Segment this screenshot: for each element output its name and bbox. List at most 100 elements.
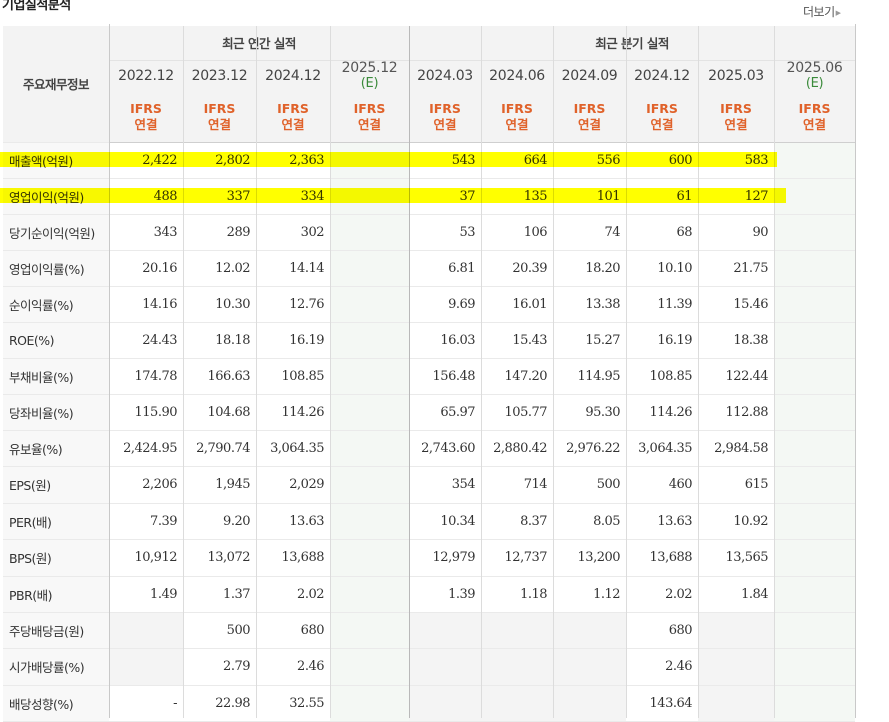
basis-ifrs: IFRS <box>646 100 678 116</box>
value-cell: 16.01 <box>481 286 554 323</box>
value-cell: 174.78 <box>109 357 183 395</box>
value-cell <box>774 465 856 504</box>
period-header: 2024.03 <box>409 60 482 92</box>
value-cell: 13,072 <box>183 539 256 577</box>
period-header: 2024.06 <box>481 60 554 92</box>
column-divider <box>481 26 482 718</box>
value-cell: 156.48 <box>409 357 482 395</box>
row-label: 유보율(%) <box>3 430 109 467</box>
period-header: 2024.12 <box>626 60 699 92</box>
row-label: PBR(배) <box>3 576 109 613</box>
value-cell: 13,565 <box>698 539 775 577</box>
section-title: 기업실적분석 <box>2 0 71 13</box>
value-cell: 16.03 <box>409 322 482 359</box>
value-cell: 500 <box>553 465 627 504</box>
value-cell: 115.90 <box>109 394 183 431</box>
row-label: 당기순이익(억원) <box>3 214 109 251</box>
value-cell: 108.85 <box>626 357 699 395</box>
value-cell: 10,912 <box>109 539 183 577</box>
basis-ifrs: IFRS <box>429 100 461 116</box>
value-cell: 500 <box>183 611 256 649</box>
estimate-period-label: 2025.12 <box>341 60 398 77</box>
basis-consolidated: 연결 <box>134 116 158 132</box>
value-cell: 114.26 <box>256 394 330 431</box>
value-cell <box>698 611 775 649</box>
estimate-mark: (E) <box>360 76 379 92</box>
accounting-basis: IFRS 연결 <box>183 92 256 143</box>
estimate-mark: (E) <box>805 76 824 92</box>
value-cell: 13.38 <box>553 286 627 323</box>
column-divider <box>256 26 257 718</box>
value-cell: 1.18 <box>481 576 554 613</box>
value-cell: 1,945 <box>183 465 256 504</box>
row-label: BPS(원) <box>3 539 109 577</box>
value-cell <box>553 611 627 649</box>
row-label: 배당성향(%) <box>3 685 109 722</box>
value-cell: 10.34 <box>409 503 482 540</box>
value-cell <box>774 214 856 251</box>
basis-ifrs: IFRS <box>501 100 533 116</box>
value-cell <box>774 648 856 686</box>
accounting-basis: IFRS 연결 <box>330 92 410 143</box>
row-label: ROE(%) <box>3 322 109 359</box>
value-cell: 114.26 <box>626 394 699 431</box>
table-row: ROE(%) 24.43 18.18 16.19 16.03 15.43 15.27 16.1… <box>3 322 856 359</box>
more-link[interactable]: 더보기▶ <box>803 3 841 20</box>
period-header: 2025.03 <box>698 60 775 92</box>
row-label: 순이익률(%) <box>3 286 109 323</box>
annual-section-header: 최근 연간 실적 <box>109 26 410 61</box>
row-label: 당좌비율(%) <box>3 394 109 431</box>
value-cell: 1.39 <box>409 576 482 613</box>
value-cell <box>481 611 554 649</box>
value-cell <box>774 394 856 431</box>
value-cell: 13.63 <box>256 503 330 540</box>
period-header-estimate: 2025.06 (E) <box>774 60 856 92</box>
value-cell: 2.46 <box>626 648 699 686</box>
value-cell: 3,064.35 <box>626 430 699 467</box>
value-cell <box>330 286 410 323</box>
value-cell: 143.64 <box>626 685 699 722</box>
basis-consolidated: 연결 <box>358 116 382 132</box>
value-cell: 147.20 <box>481 357 554 395</box>
row-label: 주당배당금(원) <box>3 611 109 649</box>
value-cell: 106 <box>481 214 554 251</box>
value-cell <box>698 685 775 722</box>
value-cell: 343 <box>109 214 183 251</box>
value-cell: 10.10 <box>626 250 699 287</box>
value-cell: 21.75 <box>698 250 775 287</box>
value-cell: 18.18 <box>183 322 256 359</box>
value-cell: 12.76 <box>256 286 330 323</box>
value-cell: 302 <box>256 214 330 251</box>
value-cell: 289 <box>183 214 256 251</box>
triangle-right-icon: ▶ <box>835 9 841 17</box>
period-header-estimate: 2025.12 (E) <box>330 60 410 92</box>
row-label: EPS(원) <box>3 465 109 504</box>
value-cell: 122.44 <box>698 357 775 395</box>
value-cell: 7.39 <box>109 503 183 540</box>
value-cell <box>330 394 410 431</box>
basis-consolidated: 연결 <box>207 116 231 132</box>
table-row: 유보율(%) 2,424.95 2,790.74 3,064.35 2,743.60 2,… <box>3 430 856 467</box>
value-cell: 90 <box>698 214 775 251</box>
value-cell: 16.19 <box>256 322 330 359</box>
value-cell: 1.12 <box>553 576 627 613</box>
value-cell: 680 <box>626 611 699 649</box>
column-divider <box>774 26 775 718</box>
value-cell <box>330 539 410 577</box>
value-cell: 2.02 <box>626 576 699 613</box>
value-cell: 680 <box>256 611 330 649</box>
value-cell <box>109 611 183 649</box>
basis-ifrs: IFRS <box>130 100 162 116</box>
basis-consolidated: 연결 <box>578 116 602 132</box>
table-row: 배당성향(%) -22.98 32.55 143.64 <box>3 685 856 722</box>
period-header: 2022.12 <box>109 60 183 92</box>
basis-consolidated: 연결 <box>803 116 827 132</box>
basis-consolidated: 연결 <box>724 116 748 132</box>
value-cell: 2,984.58 <box>698 430 775 467</box>
value-cell: 3,064.35 <box>256 430 330 467</box>
value-cell: 460 <box>626 465 699 504</box>
value-cell: 615 <box>698 465 775 504</box>
basis-consolidated: 연결 <box>650 116 674 132</box>
value-cell <box>774 503 856 540</box>
value-cell <box>774 576 856 613</box>
